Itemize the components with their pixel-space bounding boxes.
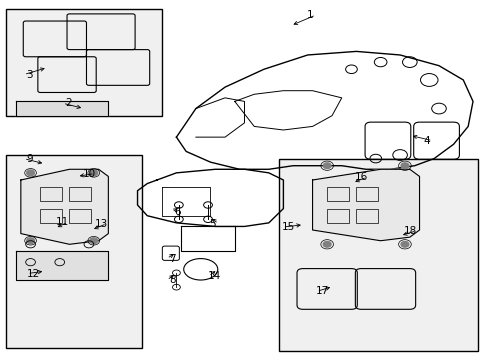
Bar bbox=[40, 187, 62, 202]
Text: 5: 5 bbox=[209, 219, 216, 229]
Bar bbox=[69, 208, 91, 223]
Text: 11: 11 bbox=[56, 217, 69, 227]
Polygon shape bbox=[16, 102, 108, 116]
Circle shape bbox=[27, 238, 34, 244]
Bar bbox=[69, 187, 91, 202]
Polygon shape bbox=[312, 169, 419, 241]
Text: 13: 13 bbox=[94, 219, 107, 229]
Text: 18: 18 bbox=[404, 226, 417, 236]
Bar bbox=[356, 208, 377, 223]
Text: 10: 10 bbox=[82, 168, 95, 179]
Circle shape bbox=[90, 170, 98, 176]
Text: 6: 6 bbox=[174, 207, 181, 217]
Text: 15: 15 bbox=[281, 222, 294, 232]
Bar bbox=[6, 155, 142, 348]
Text: 9: 9 bbox=[26, 154, 33, 163]
Text: 1: 1 bbox=[306, 10, 313, 20]
Text: 12: 12 bbox=[26, 269, 40, 279]
Text: 14: 14 bbox=[207, 271, 221, 282]
Text: 3: 3 bbox=[26, 69, 33, 80]
Text: 17: 17 bbox=[315, 287, 328, 296]
Bar bbox=[326, 208, 348, 223]
Circle shape bbox=[27, 170, 34, 176]
Circle shape bbox=[400, 163, 408, 168]
Circle shape bbox=[323, 163, 330, 168]
Bar bbox=[278, 158, 477, 351]
Bar bbox=[6, 9, 162, 116]
Circle shape bbox=[400, 242, 408, 247]
Bar bbox=[356, 187, 377, 202]
Circle shape bbox=[323, 242, 330, 247]
Text: 2: 2 bbox=[65, 98, 72, 108]
Text: 8: 8 bbox=[169, 275, 176, 285]
Bar bbox=[326, 187, 348, 202]
Text: 16: 16 bbox=[354, 172, 367, 182]
Polygon shape bbox=[21, 169, 108, 244]
Text: 4: 4 bbox=[423, 136, 429, 146]
Polygon shape bbox=[16, 251, 108, 280]
Bar bbox=[40, 208, 62, 223]
Circle shape bbox=[90, 238, 98, 244]
Text: 7: 7 bbox=[169, 253, 176, 264]
